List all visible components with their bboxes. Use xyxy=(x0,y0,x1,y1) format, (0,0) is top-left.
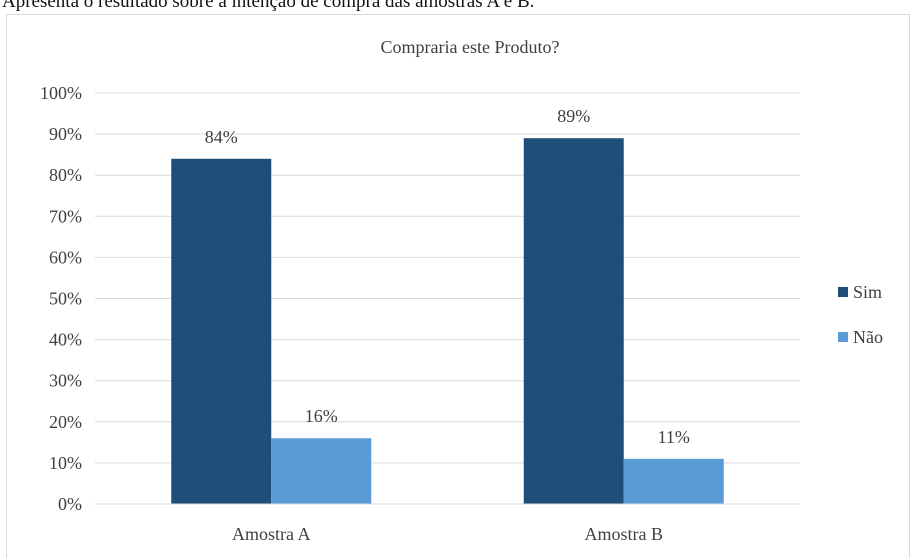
y-tick-label: 50% xyxy=(49,289,82,309)
bar-não-1 xyxy=(271,438,372,504)
legend-swatch xyxy=(838,332,848,342)
legend-label: Sim xyxy=(853,282,882,302)
figure-caption: Apresenta o resultado sobre a intenção d… xyxy=(2,0,535,12)
legend-label: Não xyxy=(853,327,883,347)
bar-não-2 xyxy=(623,458,724,504)
chart-title: Compraria este Produto? xyxy=(381,37,560,57)
y-tick-label: 60% xyxy=(49,247,82,267)
y-tick-label: 90% xyxy=(49,124,82,144)
y-tick-label: 10% xyxy=(49,453,82,473)
y-tick-label: 0% xyxy=(58,494,82,514)
y-tick-label: 100% xyxy=(40,83,82,103)
bars: 84% 16% 89% 11% xyxy=(171,106,724,504)
y-tick-label: 70% xyxy=(49,206,82,226)
y-tick-label: 80% xyxy=(49,165,82,185)
data-label: 89% xyxy=(557,106,590,126)
data-label: 84% xyxy=(205,127,238,147)
data-label: 11% xyxy=(658,427,690,447)
y-tick-label: 40% xyxy=(49,330,82,350)
y-tick-label: 20% xyxy=(49,412,82,432)
data-label: 16% xyxy=(305,406,338,426)
legend-swatch xyxy=(838,287,848,297)
y-axis: 0% 10% 20% 30% 40% 50% 60% 70% 80% 90% 100% xyxy=(40,83,82,514)
y-tick-label: 30% xyxy=(49,371,82,391)
legend: Sim Não xyxy=(838,282,883,347)
bar-sim-1 xyxy=(171,158,272,504)
x-tick-label: Amostra A xyxy=(232,524,311,544)
bar-sim-2 xyxy=(523,138,624,504)
x-axis: Amostra A Amostra B xyxy=(95,503,800,544)
chart-frame xyxy=(6,14,910,558)
x-tick-label: Amostra B xyxy=(585,524,664,544)
